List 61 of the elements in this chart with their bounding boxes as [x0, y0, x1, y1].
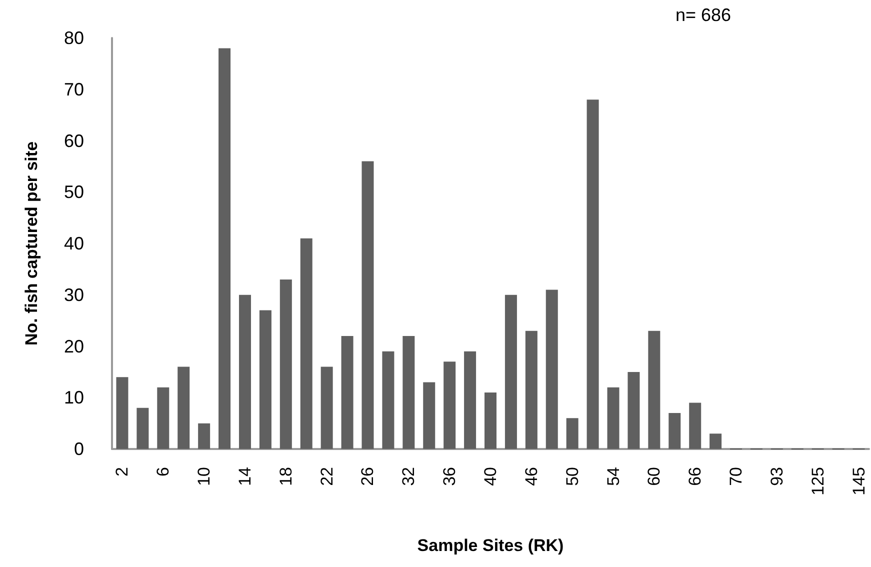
bar [218, 48, 231, 449]
bar [504, 294, 517, 449]
y-tick-label: 50 [64, 182, 84, 202]
bar [382, 351, 394, 449]
x-tick-label: 14 [235, 467, 254, 486]
bar [464, 351, 476, 449]
x-tick-label: 54 [604, 467, 623, 486]
y-tick-label: 30 [64, 284, 84, 305]
x-tick-label: 18 [276, 467, 296, 486]
bar [586, 100, 599, 449]
y-tick-label: 70 [64, 79, 84, 100]
bar [178, 366, 190, 449]
x-tick-label: 2 [112, 467, 132, 476]
bar [136, 408, 149, 449]
bar [423, 382, 436, 449]
bar [566, 418, 578, 449]
x-tick-label: 60 [644, 467, 664, 486]
y-tick-label: 60 [64, 130, 84, 151]
bar [484, 392, 496, 449]
bar [628, 372, 640, 449]
x-tick-label: 26 [358, 467, 378, 486]
x-tick-label: 40 [481, 467, 500, 486]
y-tick-label: 40 [64, 234, 84, 254]
x-tick-label: 125 [808, 467, 828, 496]
x-tick-label: 70 [726, 467, 746, 486]
bar [525, 330, 538, 449]
bar [280, 279, 292, 449]
bar [238, 294, 251, 449]
bar [710, 434, 722, 449]
y-tick-label: 0 [74, 439, 84, 459]
x-tick-label: 10 [194, 467, 214, 486]
bar [402, 336, 415, 449]
bar [300, 238, 312, 449]
x-tick-label: 93 [767, 467, 786, 486]
bar [668, 413, 681, 449]
x-tick-label: 32 [399, 467, 418, 486]
bar [648, 330, 660, 449]
y-tick-label: 80 [64, 28, 84, 48]
x-tick-label: 22 [317, 467, 336, 486]
x-tick-label: 46 [522, 467, 541, 486]
bar [546, 290, 558, 449]
y-tick-label: 10 [64, 388, 84, 408]
x-axis-title: Sample Sites (RK) [417, 536, 564, 555]
bar [116, 377, 128, 449]
x-tick-label: 6 [154, 467, 173, 476]
x-tick-label: 50 [562, 467, 582, 486]
bar [444, 362, 456, 449]
bar [198, 423, 210, 449]
text: n= 686 [675, 5, 732, 25]
x-tick-label: 66 [686, 467, 705, 486]
bar [362, 161, 374, 449]
y-axis-title: No. fish captured per site [22, 141, 41, 346]
bar [689, 402, 702, 449]
bar [607, 387, 620, 449]
bar [157, 387, 170, 449]
bar [320, 366, 333, 449]
x-tick-label: 36 [440, 467, 460, 486]
bar [341, 336, 354, 449]
x-tick-label: 145 [849, 467, 868, 496]
bar [259, 310, 272, 449]
y-tick-label: 20 [64, 336, 84, 356]
